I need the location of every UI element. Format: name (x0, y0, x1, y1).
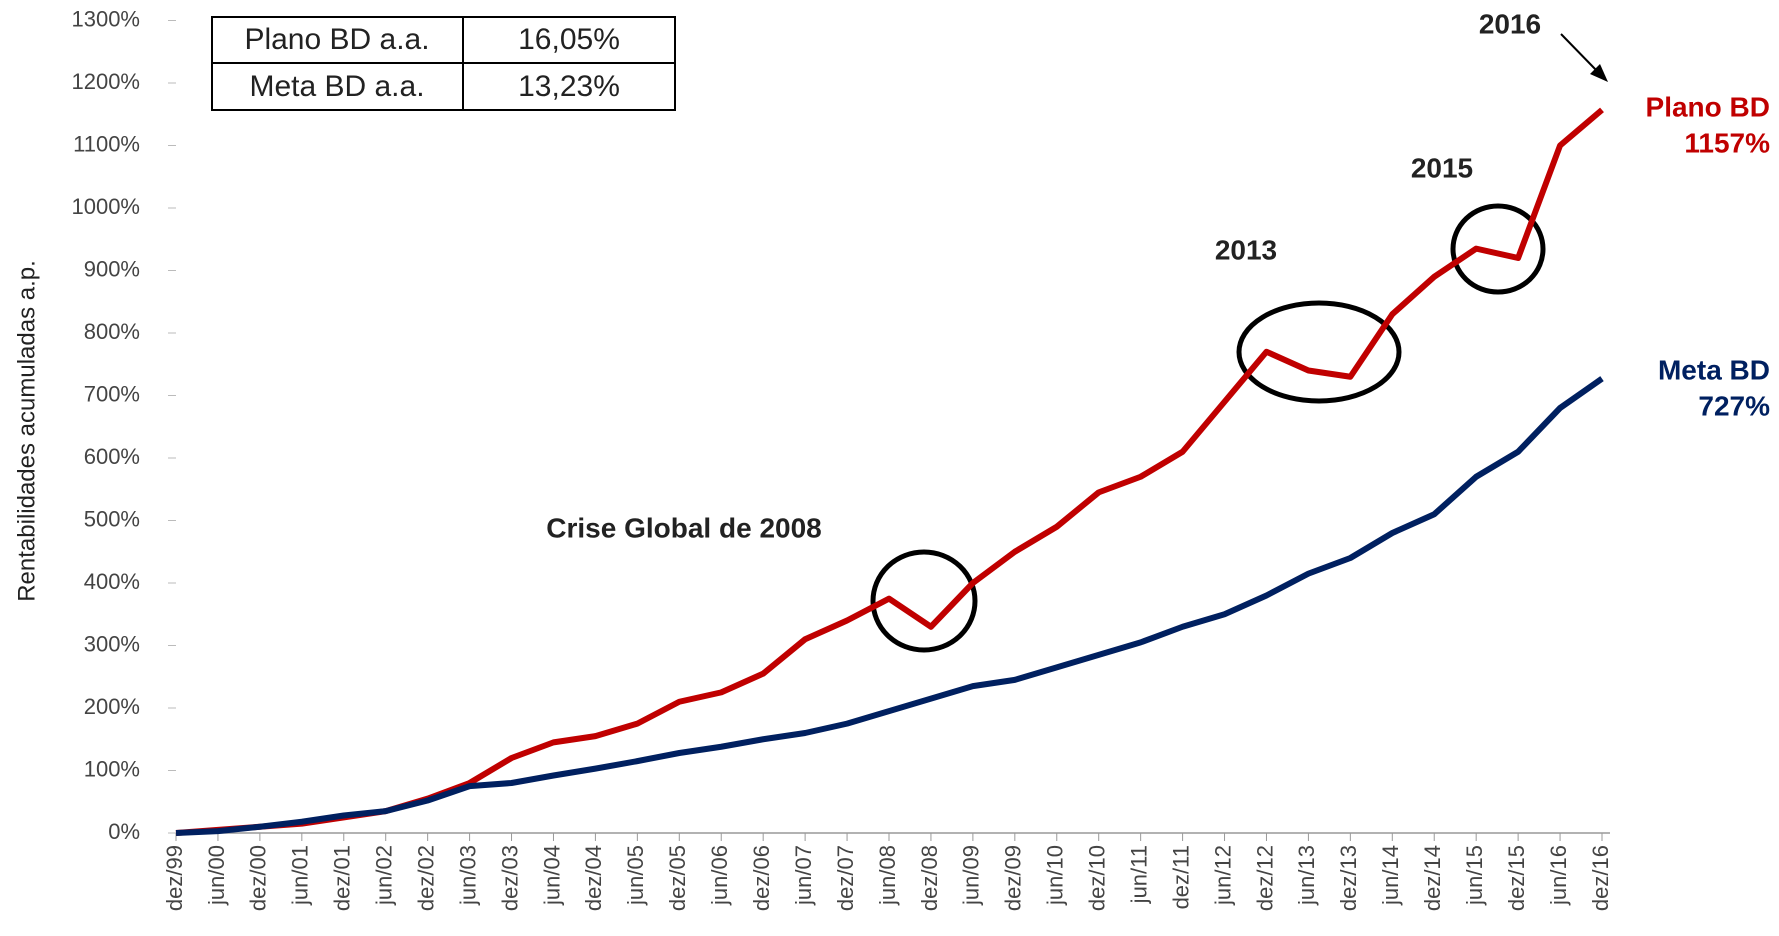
y-tick-label: 500% (84, 506, 140, 531)
y-tick-label: 1200% (71, 69, 140, 94)
x-tick-label: dez/05 (665, 845, 690, 911)
annotation: Crise Global de 2008 (546, 512, 821, 543)
x-tick-label: jun/01 (288, 845, 313, 906)
x-tick-label: dez/02 (413, 845, 438, 911)
x-tick-label: dez/07 (833, 845, 858, 911)
x-tick-label: jun/02 (372, 845, 397, 906)
end-value-label: 727% (1698, 390, 1770, 421)
y-tick-label: 700% (84, 381, 140, 406)
highlight-circles (870, 203, 1546, 653)
x-tick-label: jun/10 (1043, 845, 1068, 906)
x-tick-label: dez/01 (330, 845, 355, 911)
annotation: 2016 (1479, 8, 1541, 39)
x-tick-label: jun/15 (1462, 845, 1487, 906)
x-tick-label: jun/13 (1294, 845, 1319, 906)
x-tick-label: dez/13 (1336, 845, 1361, 911)
x-tick-label: jun/08 (875, 845, 900, 906)
x-tick-label: jun/00 (204, 845, 229, 906)
x-tick-label: jun/04 (539, 845, 564, 906)
y-tick-label: 0% (108, 819, 140, 844)
x-tick-label: dez/14 (1420, 845, 1445, 911)
x-tick-label: dez/10 (1085, 845, 1110, 911)
x-tick-label: jun/03 (455, 845, 480, 906)
x-tick-label: jun/05 (623, 845, 648, 906)
y-tick-label: 400% (84, 569, 140, 594)
y-tick-label: 300% (84, 631, 140, 656)
x-tick-label: dez/00 (246, 845, 271, 911)
y-tick-label: 800% (84, 319, 140, 344)
x-tick-label: jun/12 (1210, 845, 1235, 906)
arrow-head (1590, 64, 1608, 82)
y-tick-label: 100% (84, 756, 140, 781)
highlight-circle (870, 549, 978, 653)
x-tick-label: dez/04 (581, 845, 606, 911)
x-tick-label: jun/06 (707, 845, 732, 906)
arrow (1560, 33, 1599, 73)
table-cell: Plano BD a.a. (244, 23, 429, 56)
x-tick-label: dez/03 (497, 845, 522, 911)
highlight-circle (1236, 300, 1402, 404)
x-tick-label: jun/16 (1546, 845, 1571, 906)
annotation: 2013 (1215, 234, 1277, 265)
highlight-circle (1450, 203, 1546, 295)
x-tick-label: dez/09 (1001, 845, 1026, 911)
y-tick-label: 1000% (71, 194, 140, 219)
x-tick-label: dez/16 (1588, 845, 1613, 911)
y-tick-label: 200% (84, 694, 140, 719)
y-tick-label: 600% (84, 444, 140, 469)
table-cell: 16,05% (518, 23, 620, 56)
y-tick-label: 1300% (71, 6, 140, 31)
x-tick-label: jun/14 (1378, 845, 1403, 906)
x-tick-label: dez/99 (162, 845, 187, 911)
x-tick-label: jun/11 (1126, 845, 1151, 904)
y-axis-label: Rentabilidades acumuladas a.p. (13, 260, 40, 602)
series-line (175, 107, 1604, 836)
legend-label: Meta BD (1658, 354, 1770, 385)
x-tick-label: dez/08 (917, 845, 942, 911)
legend-label: Plano BD (1646, 91, 1770, 122)
stats-table (211, 16, 676, 111)
end-value-label: 1157% (1684, 127, 1770, 158)
x-tick-label: jun/07 (791, 845, 816, 906)
y-tick-label: 900% (84, 256, 140, 281)
x-tick-label: dez/12 (1252, 845, 1277, 911)
y-tick-label: 1100% (73, 131, 140, 156)
x-tick-label: dez/11 (1168, 845, 1193, 909)
x-tick-label: dez/15 (1504, 845, 1529, 911)
x-tick-label: jun/09 (959, 845, 984, 906)
x-tick-label: dez/06 (749, 845, 774, 911)
series-line (175, 376, 1604, 836)
table-cell: Meta BD a.a. (249, 70, 424, 103)
table-cell: 13,23% (518, 70, 620, 103)
annotation: 2015 (1411, 152, 1473, 183)
